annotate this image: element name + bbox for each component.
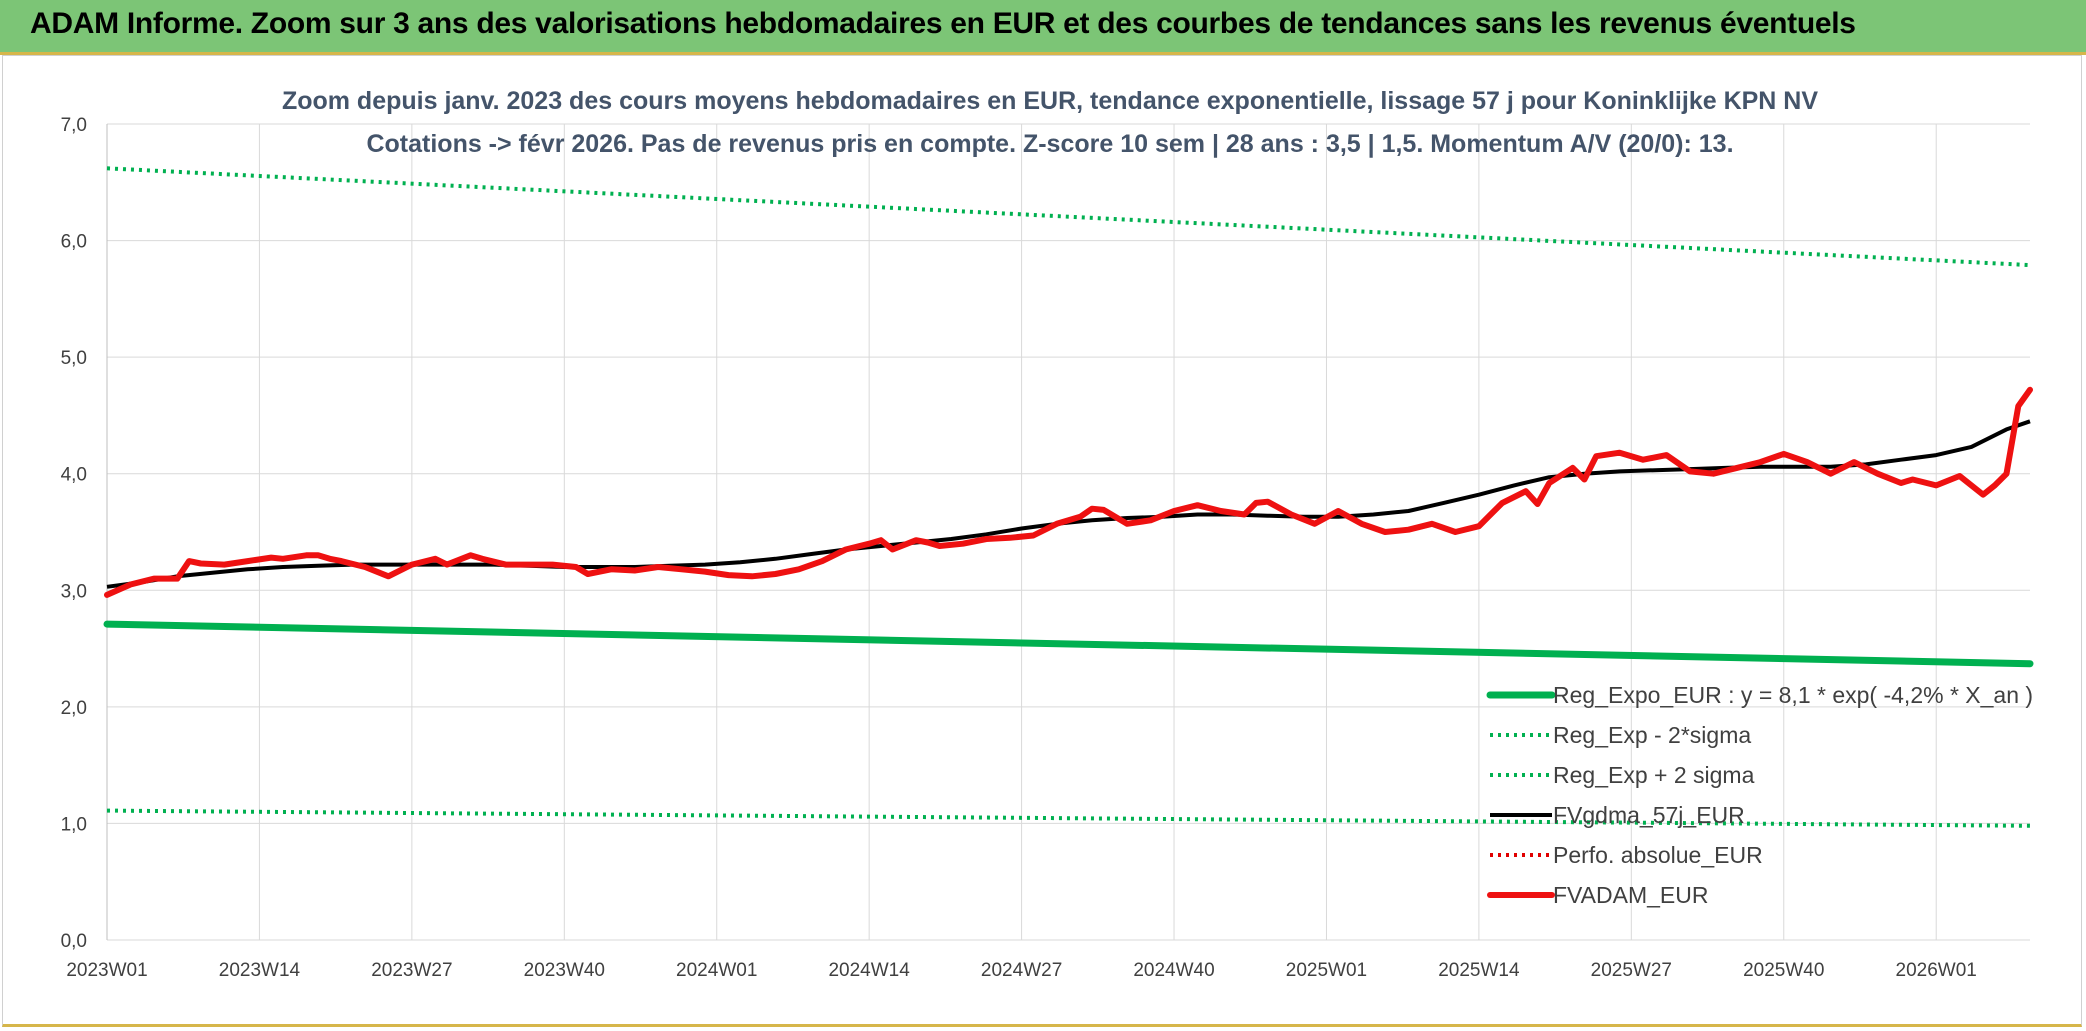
y-tick-label: 0,0 [61,931,87,952]
x-tick-label: 2024W40 [1133,960,1214,981]
chart-title-line-1: Zoom depuis janv. 2023 des cours moyens … [282,87,1818,115]
x-tick-label: 2024W27 [981,960,1062,981]
legend-label: Reg_Expo_EUR : y = 8,1 * exp( -4,2% * X_… [1553,682,2033,708]
y-tick-label: 6,0 [61,232,87,253]
chart-title: Zoom depuis janv. 2023 des cours moyens … [282,87,1818,158]
series-line-5 [104,386,2033,598]
x-axis-ticks: 2023W01 2023W14 2023W27 2023W40 2024W01 2024W… [66,960,1977,981]
legend-label: Reg_Exp - 2*sigma [1553,722,1751,748]
x-tick-label: 2024W14 [828,960,910,981]
report-title: ADAM Informe. Zoom sur 3 ans des valoris… [30,7,1856,40]
y-tick-label: 4,0 [61,465,87,486]
series-line-3 [106,419,2031,589]
report-banner: ADAM Informe. Zoom sur 3 ans des valoris… [0,0,2086,55]
y-tick-label: 7,0 [61,115,87,136]
legend-label: FVADAM_EUR [1553,882,1709,908]
legend-label: Reg_Exp + 2 sigma [1553,762,1755,788]
series-line-0 [103,620,2034,668]
x-tick-label: 2023W01 [66,960,147,981]
y-tick-label: 3,0 [61,581,87,602]
y-tick-label: 1,0 [61,814,87,835]
y-axis-ticks: 0,0 1,0 2,0 3,0 4,0 5,0 6,0 7,0 [61,115,87,952]
legend-label: FVgdma_57j_EUR [1553,802,1745,828]
chart-title-line-2: Cotations -> févr 2026. Pas de revenus p… [366,130,1733,158]
y-tick-label: 2,0 [61,698,87,719]
x-tick-label: 2024W01 [676,960,757,981]
legend: Reg_Expo_EUR : y = 8,1 * exp( -4,2% * X_… [1486,682,2033,908]
x-tick-label: 2026W01 [1896,960,1977,981]
series [103,166,2034,828]
x-tick-label: 2023W40 [524,960,605,981]
legend-label: Perfo. absolue_EUR [1553,842,1763,868]
chart-frame [2,55,2082,1027]
x-tick-label: 2025W40 [1743,960,1824,981]
x-tick-label: 2025W01 [1286,960,1367,981]
series-line-2 [106,166,2031,268]
x-tick-label: 2023W14 [219,960,301,981]
series-line-1 [106,808,2031,828]
x-tick-label: 2023W27 [371,960,452,981]
x-tick-label: 2025W27 [1591,960,1672,981]
y-tick-label: 5,0 [61,348,87,369]
x-tick-label: 2025W14 [1438,960,1520,981]
